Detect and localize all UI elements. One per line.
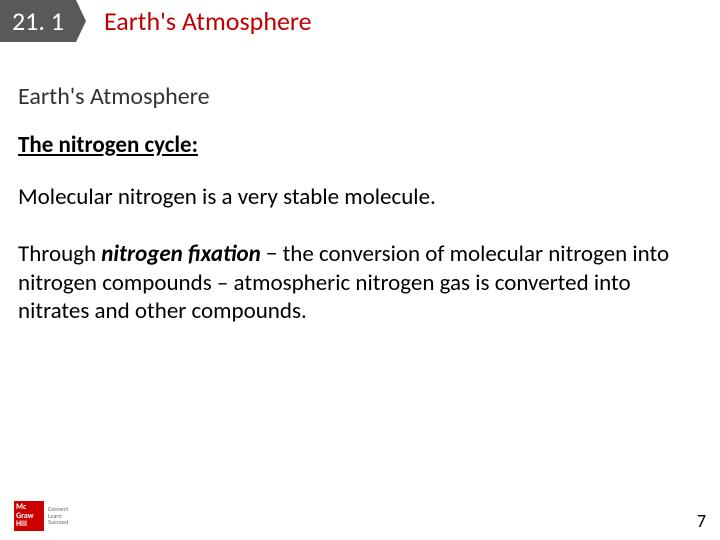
slide-footer: Mc Graw Hill Connect Learn Succeed 7 <box>14 500 706 532</box>
page-number: 7 <box>697 510 706 532</box>
slide-header: 21. 1 Earth's Atmosphere <box>0 0 720 42</box>
content-subtitle: Earth's Atmosphere <box>18 82 702 111</box>
slide-title: Earth's Atmosphere <box>76 0 312 42</box>
publisher-logo: Mc Graw Hill Connect Learn Succeed <box>14 500 98 532</box>
content-heading: The nitrogen cycle: <box>18 131 702 159</box>
logo-tagline: Connect Learn Succeed <box>48 506 68 526</box>
para2-emphasis: nitrogen fixation <box>101 240 260 268</box>
logo-square-icon: Mc Graw Hill <box>14 501 44 531</box>
paragraph-1: Molecular nitrogen is a very stable mole… <box>18 183 702 212</box>
logo-tag3: Succeed <box>48 519 68 526</box>
slide-content: Earth's Atmosphere The nitrogen cycle: M… <box>0 42 720 326</box>
logo-line3: Hill <box>16 520 42 528</box>
section-number-badge: 21. 1 <box>0 0 76 42</box>
para2-prefix: Through <box>18 240 101 268</box>
paragraph-2: Through nitrogen fixation − the conversi… <box>18 240 702 326</box>
